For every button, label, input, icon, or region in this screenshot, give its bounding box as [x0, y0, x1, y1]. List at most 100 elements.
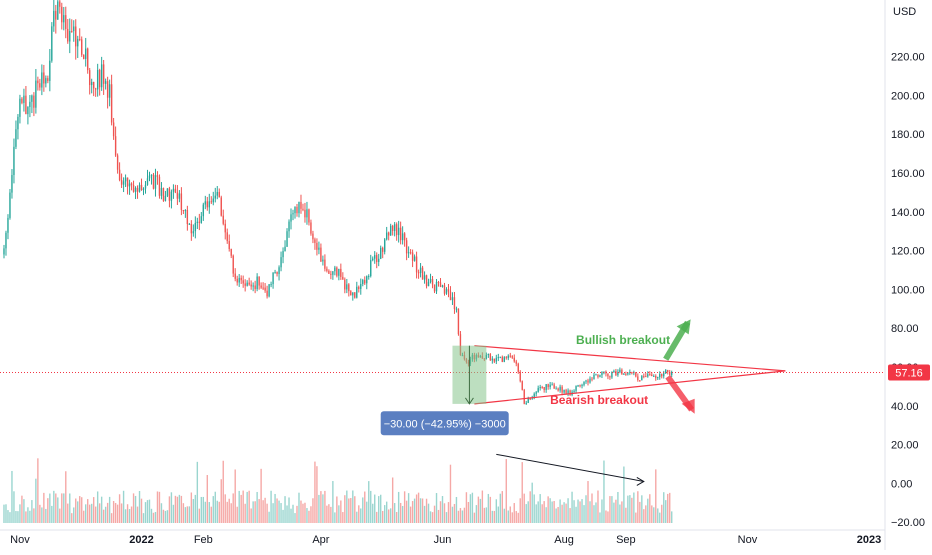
volume-bar [262, 500, 264, 523]
candle-body [314, 239, 316, 243]
candle-body [39, 83, 41, 88]
candle-body [170, 191, 173, 201]
volume-bar [33, 508, 35, 523]
candle-body [405, 240, 408, 254]
volume-bar [55, 493, 57, 523]
volume-bar [73, 507, 75, 523]
candle-body [579, 385, 581, 387]
volume-bar [286, 505, 288, 523]
volume-bar [389, 508, 392, 523]
volume-bar [575, 506, 577, 523]
candle-body [188, 223, 191, 225]
candle-body [152, 174, 155, 189]
candle-body [589, 378, 591, 383]
bullish-arrow-head [676, 319, 691, 335]
currency-label: USD [893, 6, 916, 18]
candle-body [639, 380, 641, 382]
volume-bar [593, 505, 595, 523]
volume-bar [100, 496, 103, 523]
volume-bar [356, 511, 358, 523]
candle-body [120, 180, 123, 185]
volume-bar [547, 496, 549, 523]
candle-body [561, 386, 563, 393]
volume-bar [665, 500, 667, 523]
candle-body [254, 285, 256, 290]
price-axis[interactable]: USD 220.00 200.00 180.00 160.00 140.00 120.00 1… [884, 0, 932, 550]
volume-bar [312, 498, 314, 523]
x-tick-label: Sep [616, 534, 636, 546]
candle-body [49, 60, 51, 81]
volume-bar [220, 479, 222, 523]
candle-body [491, 358, 494, 361]
candle-body [595, 374, 597, 376]
volume-bar [511, 512, 513, 523]
volume-bar [515, 511, 517, 523]
candle-body [437, 281, 440, 283]
volume-bar [63, 493, 65, 523]
volume-bar [411, 501, 414, 523]
candle-body [180, 193, 183, 210]
candle-body [517, 363, 519, 372]
candle-body [92, 82, 95, 89]
candle-body [366, 276, 368, 284]
volume-bar [248, 490, 250, 523]
volume-bar [208, 502, 210, 523]
volume-bar [415, 494, 418, 523]
candle-body [529, 398, 531, 400]
volume-bar [583, 505, 585, 523]
candle-body [43, 72, 45, 84]
volume-bar [391, 477, 394, 523]
candle-body [407, 252, 410, 254]
candle-body [168, 188, 171, 201]
candle-body [258, 276, 260, 286]
candle-body [162, 188, 165, 201]
candle-body [423, 275, 426, 280]
volume-bar [338, 505, 340, 523]
volume-bar [607, 511, 609, 523]
volume-bar [535, 504, 537, 523]
candle-body [607, 373, 609, 377]
candle-body [661, 374, 663, 377]
candle-body [559, 386, 561, 391]
x-tick-label: Nov [738, 534, 758, 546]
candle-body [553, 384, 555, 389]
candle-body [417, 272, 420, 274]
candle-body [142, 188, 145, 191]
candle-body [395, 224, 398, 236]
volume-bar [591, 493, 593, 523]
candle-body [276, 272, 278, 274]
candle-body [443, 285, 446, 294]
candle-body [625, 373, 627, 375]
volume-bar [192, 499, 195, 523]
candle-body [499, 356, 502, 358]
volume-trend-arrow-line [496, 453, 644, 482]
volume-bar [376, 511, 378, 523]
candle-body [104, 81, 107, 84]
candle-body [29, 101, 31, 108]
volume-bar [53, 490, 55, 523]
volume-bar [260, 468, 262, 523]
volume-bar [168, 496, 171, 523]
candle-body [533, 393, 535, 398]
volume-bar [407, 493, 410, 523]
candle-body [270, 284, 272, 286]
volume-bar [232, 493, 234, 523]
candle-body [23, 95, 25, 103]
volume-bar [571, 491, 573, 523]
time-axis[interactable]: Nov 2022 Feb Apr Jun Aug Sep Nov 2023 [0, 529, 885, 546]
candle-body [312, 233, 314, 240]
candle-body [228, 241, 230, 249]
volume-bar [138, 491, 141, 523]
volume-bar [403, 491, 406, 523]
volume-bar [663, 492, 665, 523]
candle-body [308, 209, 310, 223]
volume-bar [222, 460, 224, 523]
candle-body [53, 10, 55, 27]
candle-body [541, 387, 543, 389]
candle-body [90, 82, 93, 86]
volume-bar [397, 491, 400, 523]
volume-bar [266, 503, 268, 523]
candle-body [25, 95, 27, 115]
volume-bar [423, 505, 426, 523]
volume-bar [67, 503, 69, 523]
